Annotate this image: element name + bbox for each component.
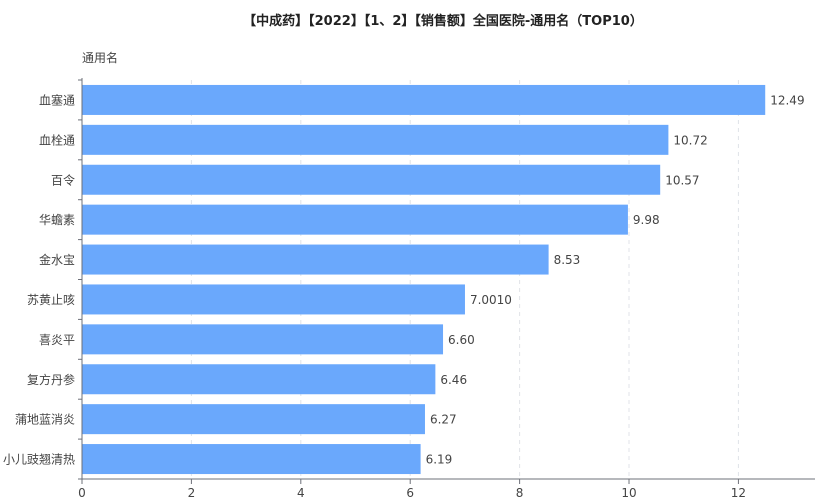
category-tick-label: 苏黄止咳 (27, 293, 75, 307)
x-tick-label: 6 (406, 486, 414, 500)
bar[interactable] (82, 84, 766, 115)
category-tick-label: 喜炎平 (39, 333, 75, 347)
category-tick-label: 金水宝 (39, 252, 75, 267)
bar-value-label: 10.57 (665, 173, 699, 187)
bars: 12.49 10.72 10.57 9.98 8.53 7.0010 6.60 6.46 6.2… (82, 84, 805, 475)
bar-value-label: 7.0010 (470, 293, 512, 307)
bar[interactable] (82, 364, 436, 395)
category-tick-label: 蒲地蓝消炎 (15, 413, 75, 427)
bar[interactable] (82, 244, 549, 275)
bar-value-label: 8.53 (554, 253, 581, 267)
category-tick-label: 小儿豉翘清热 (3, 453, 75, 467)
bar[interactable] (82, 124, 669, 155)
bar-value-label: 6.19 (426, 453, 453, 467)
x-tick-label: 4 (297, 486, 305, 500)
bar[interactable] (82, 324, 444, 355)
bar[interactable] (82, 284, 465, 315)
category-tick-label: 华蟾素 (39, 213, 75, 227)
bar[interactable] (82, 444, 421, 475)
category-tick-label: 复方丹参 (27, 372, 75, 387)
x-tick-label: 8 (516, 486, 524, 500)
y-axis-label: 通用名 (82, 50, 118, 65)
chart-title: 【中成药】【2022】【1、2】【销售额】全国医院-通用名（TOP10） (243, 14, 643, 29)
category-tick-label: 血塞通 (39, 92, 75, 107)
bar-value-label: 9.98 (633, 213, 660, 227)
x-tick-label: 10 (621, 486, 636, 500)
bar[interactable] (82, 404, 425, 435)
x-tick-label: 0 (78, 486, 86, 500)
bar[interactable] (82, 164, 661, 195)
bar-value-label: 6.60 (448, 333, 475, 347)
bar-value-label: 6.46 (440, 373, 467, 387)
bar-value-label: 12.49 (770, 93, 804, 107)
bar-value-label: 10.72 (673, 133, 707, 147)
x-tick-label: 2 (188, 486, 196, 500)
x-tick-label: 12 (731, 486, 746, 500)
category-tick-label: 血栓通 (39, 132, 75, 147)
bar-value-label: 6.27 (430, 413, 457, 427)
bar[interactable] (82, 204, 628, 235)
category-tick-label: 百令 (51, 172, 75, 187)
